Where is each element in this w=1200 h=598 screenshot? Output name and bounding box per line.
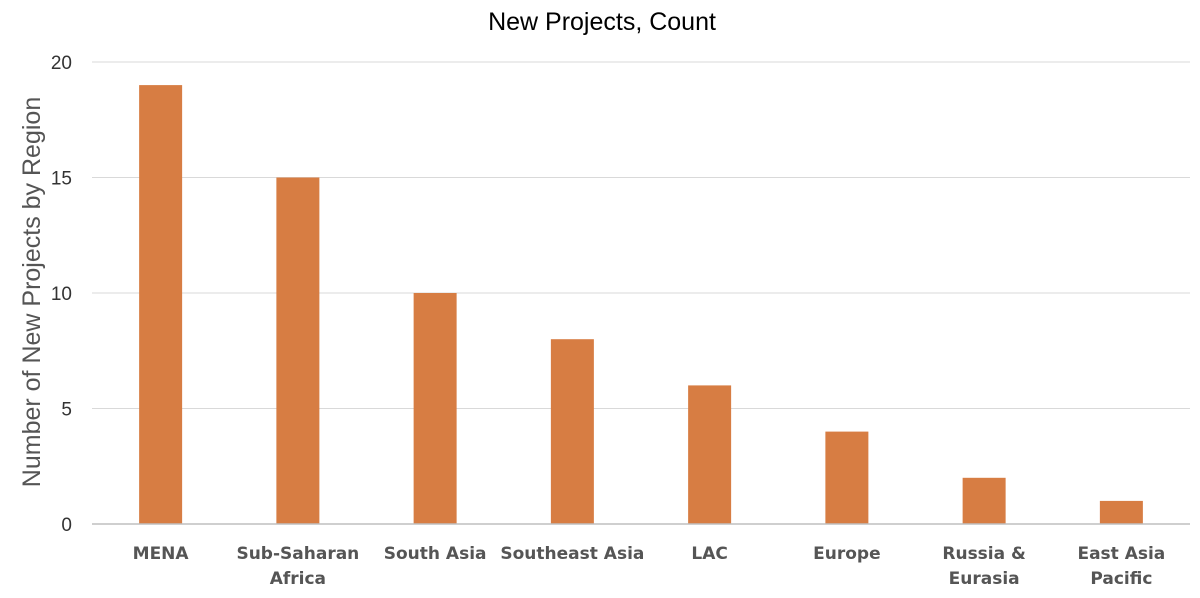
gridlines — [92, 61, 1190, 409]
bar — [1099, 500, 1143, 524]
x-tick-label-line: Southeast Asia — [500, 544, 644, 564]
x-tick-label: Europe — [813, 544, 880, 564]
y-tick-label: 15 — [51, 169, 72, 190]
x-tick-label-line: LAC — [691, 544, 727, 564]
bar — [413, 293, 457, 524]
x-tick-label: Russia & Eurasia — [942, 544, 1026, 589]
x-tick-label: South Asia — [384, 544, 487, 564]
bar — [139, 85, 183, 524]
chart-title: New Projects, Count — [488, 8, 716, 36]
y-tick-label: 0 — [61, 515, 72, 536]
x-tick-label: MENA — [133, 544, 190, 564]
x-tick-label-line: Russia & — [942, 544, 1026, 564]
x-tick-label: Sub-Saharan Africa — [236, 544, 359, 589]
x-tick-label: LAC — [691, 544, 727, 564]
x-tick-label-line: East Asia — [1077, 544, 1165, 564]
x-tick-label-line: Eurasia — [949, 569, 1020, 589]
bar — [688, 385, 732, 524]
x-tick-label-line: Europe — [813, 544, 880, 564]
x-tick-label: Southeast Asia — [500, 544, 644, 564]
y-tick-label: 5 — [61, 400, 72, 421]
bar — [825, 431, 869, 524]
y-axis-label: Number of New Projects by Region — [18, 97, 46, 487]
x-tick-label-line: Africa — [270, 569, 326, 589]
y-tick-label: 10 — [51, 284, 72, 305]
bar — [962, 477, 1006, 524]
y-tick-labels: 0 5 10 15 20 — [51, 53, 72, 536]
bars — [139, 85, 1143, 524]
x-tick-label-line: South Asia — [384, 544, 487, 564]
x-tick-label: East Asia Pacific — [1077, 544, 1165, 589]
y-tick-label: 20 — [51, 53, 72, 74]
x-tick-label-line: Sub-Saharan — [236, 544, 359, 564]
x-tick-label-line: Pacific — [1090, 569, 1152, 589]
bar — [550, 339, 594, 524]
x-tick-label-line: MENA — [133, 544, 190, 564]
x-tick-labels: MENA Sub-Saharan Africa South Asia Southeast… — [133, 544, 1166, 589]
bar — [276, 177, 320, 524]
